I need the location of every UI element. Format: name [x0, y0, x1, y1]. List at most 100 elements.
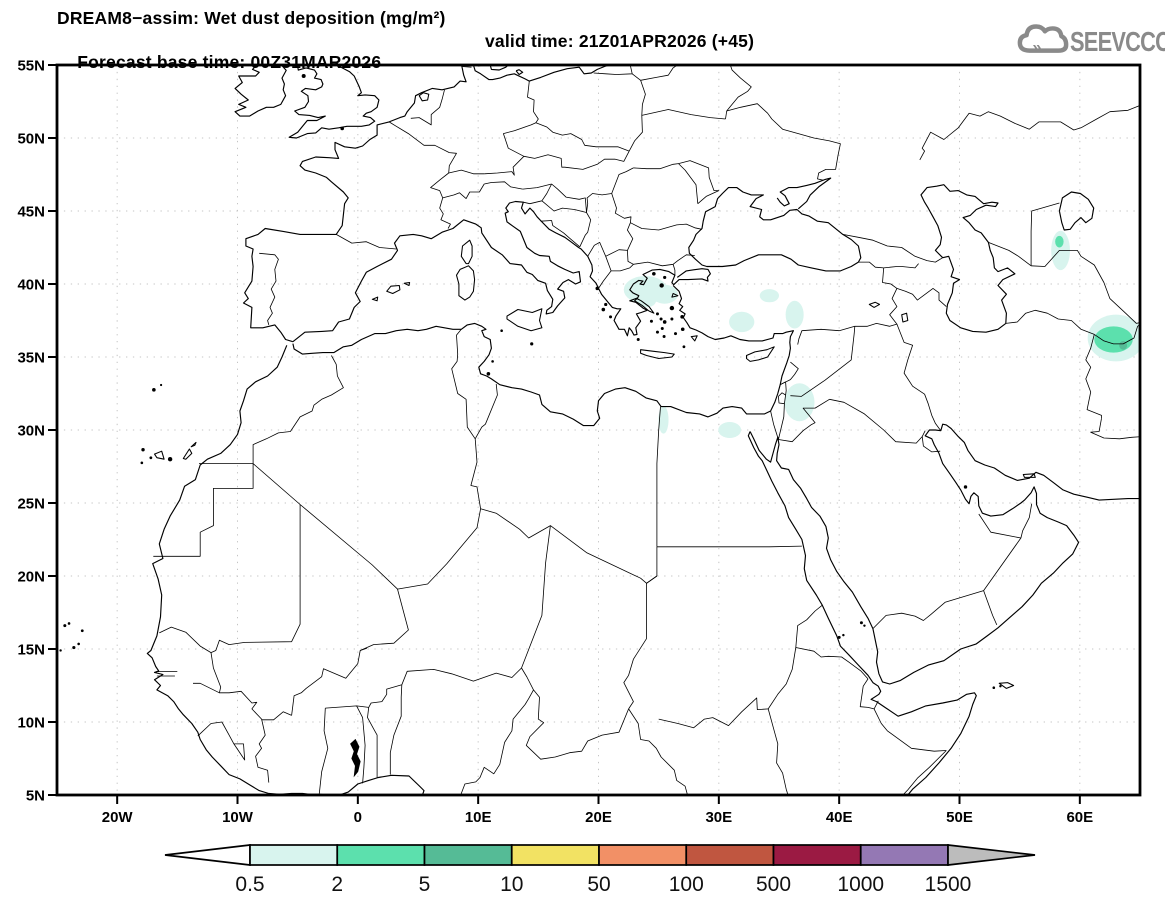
country-border [540, 220, 581, 248]
country-border [197, 721, 246, 761]
seevccc-logo: » SEEVCCC [1016, 20, 1165, 60]
coastline [489, 65, 509, 71]
coastline [472, 65, 610, 82]
small-island [992, 686, 996, 689]
colorbar-cell [598, 844, 688, 866]
figure-subtitle: Forecast base time: 00Z31MAR2026 valid t… [57, 31, 754, 115]
country-border [252, 463, 301, 505]
small-island [149, 456, 153, 460]
dust-region-central-anatolia [759, 289, 779, 303]
country-border [1090, 418, 1140, 440]
island-outline [506, 308, 543, 332]
colorbar-label: 10 [500, 873, 523, 896]
latitude-tick-label: 40N [17, 277, 45, 294]
country-border [551, 183, 587, 213]
country-border [368, 684, 402, 708]
colorbar-cell [510, 844, 600, 866]
country-border [797, 288, 898, 345]
island-outline [998, 682, 1015, 689]
colorbar-cell [336, 844, 426, 866]
country-border [882, 267, 898, 289]
colorbar-cell [685, 844, 775, 866]
country-border [829, 398, 926, 444]
colorbar-label: 2 [331, 873, 343, 896]
longitude-tick-label: 30E [705, 809, 732, 826]
small-island [663, 275, 667, 280]
country-border [1031, 250, 1140, 324]
small-island [674, 332, 678, 336]
small-island [59, 649, 62, 652]
country-border [523, 150, 630, 170]
small-island [660, 327, 664, 331]
colorbar-cell [859, 844, 949, 866]
small-island [72, 645, 76, 650]
country-border [678, 163, 699, 204]
small-island [486, 371, 491, 376]
country-border [259, 252, 279, 326]
forecast-base-time: Forecast base time: 00Z31MAR2026 [77, 52, 382, 72]
country-border [605, 249, 695, 267]
country-border [336, 234, 397, 250]
country-border [159, 504, 301, 653]
longitude-tick-label: 0 [354, 809, 362, 826]
small-island [77, 642, 80, 646]
colorbar: 0.5 2 5 10 50 100 500 1000 1500 [164, 844, 1036, 896]
colorbar-label: 0.5 [235, 873, 264, 896]
country-border [442, 183, 485, 199]
country-border [474, 383, 498, 439]
country-border [291, 647, 368, 716]
country-border [262, 711, 292, 721]
colorbar-cell [249, 844, 339, 866]
logo-text: SEEVCCC [1070, 26, 1165, 57]
colorbar-under-arrow [164, 844, 251, 866]
latitude-tick-label: 30N [17, 423, 45, 440]
country-border [587, 242, 612, 289]
country-border [983, 590, 998, 626]
country-border [360, 588, 409, 651]
country-border [641, 109, 726, 120]
island-outline [690, 335, 698, 342]
country-border [388, 121, 457, 174]
country-border [193, 682, 220, 694]
island-outline [182, 448, 193, 460]
country-border [470, 438, 658, 584]
colorbar-label: 5 [419, 873, 431, 896]
coastlines [59, 65, 1140, 795]
dust-region-se-anatolia [785, 300, 804, 329]
country-border [873, 708, 947, 752]
country-border [627, 222, 634, 251]
small-island [301, 73, 306, 78]
country-border [430, 172, 451, 229]
country-border [593, 65, 633, 75]
country-border [299, 504, 481, 590]
small-island [609, 315, 613, 319]
dust-region-south-aral-core [1055, 235, 1064, 248]
country-border [451, 329, 476, 440]
small-island [595, 286, 600, 291]
country-border [389, 684, 403, 775]
country-border [780, 361, 799, 386]
country-border [628, 73, 646, 152]
country-border [210, 652, 263, 721]
country-border [790, 326, 856, 397]
island-outline [418, 92, 430, 102]
dust-region-taurus-west [729, 311, 755, 333]
coastline [337, 774, 425, 795]
country-border [521, 525, 551, 669]
small-island [662, 320, 667, 324]
latitude-tick-label: 35N [17, 350, 45, 367]
small-island [601, 307, 606, 312]
country-border [611, 193, 703, 231]
country-border [656, 545, 802, 548]
country-border [484, 122, 630, 176]
country-border [356, 705, 366, 784]
coastline [688, 187, 862, 272]
latitude-axis: 55N 50N 45N 40N 35N 30N 25N 20N 15N 10N 5N [17, 58, 57, 805]
colorbar-label: 1500 [925, 873, 972, 896]
dust-region-levant [784, 383, 815, 422]
small-island [80, 629, 84, 633]
longitude-axis: 20W 10W 0 10E 20E 30E 40E 50E 60E [102, 795, 1093, 826]
coastline [749, 423, 1140, 685]
small-island [680, 327, 685, 332]
